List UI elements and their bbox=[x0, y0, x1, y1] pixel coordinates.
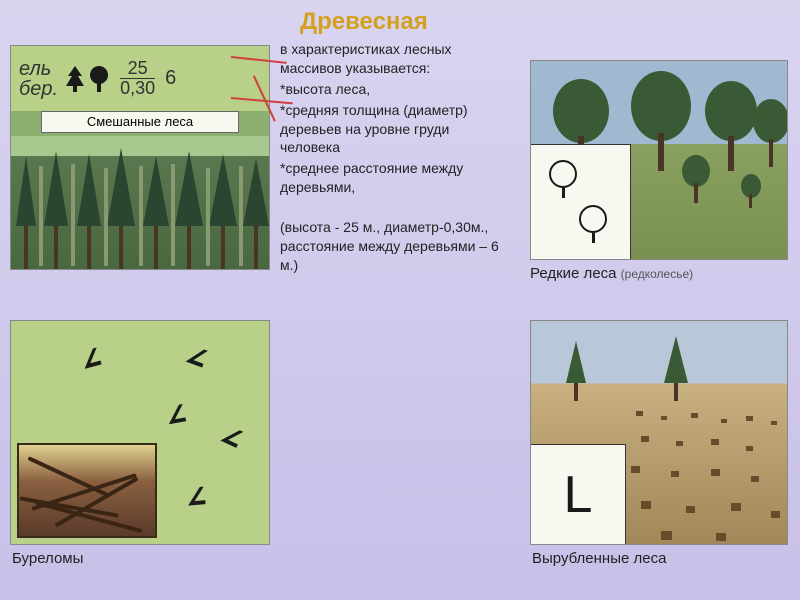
panel-cut-forest: L bbox=[530, 320, 788, 545]
species-bottom: бер. bbox=[19, 79, 58, 99]
forest-spacing: 6 bbox=[165, 67, 176, 90]
page-title: Древесная bbox=[300, 8, 428, 36]
sparse-caption-sub: (редколесье) bbox=[621, 267, 693, 281]
species-labels: ель бер. bbox=[19, 59, 58, 99]
panel-windfall: ∠ ∠ ∠ ∠ ∠ bbox=[10, 320, 270, 545]
species-top: ель bbox=[19, 59, 58, 79]
description-text: в характеристиках лесных массивов указыв… bbox=[280, 40, 510, 277]
height-diameter-fraction: 25 0,30 bbox=[120, 59, 155, 98]
cut-forest-label: Вырубленные леса bbox=[532, 550, 666, 567]
desc-example: (высота - 25 м., диаметр-0,30м., расстоя… bbox=[280, 218, 510, 275]
deciduous-icon bbox=[88, 64, 110, 94]
panel-mixed-forest: ель бер. 25 0,30 6 Смешанные леса bbox=[10, 45, 270, 270]
desc-spacing: *среднее расстояние между деревьями, bbox=[280, 159, 510, 197]
sparse-forest-label: Редкие леса (редколесье) bbox=[530, 265, 693, 282]
sparse-circle-2 bbox=[579, 205, 607, 233]
windfall-label: Буреломы bbox=[12, 550, 83, 567]
desc-diameter: *средняя толщина (диаметр) деревьев на у… bbox=[280, 101, 510, 158]
tree-symbols bbox=[64, 64, 110, 94]
mixed-forest-caption: Смешанные леса bbox=[41, 111, 239, 133]
conifer-icon bbox=[64, 64, 86, 94]
angle-mark-1: ∠ bbox=[77, 341, 106, 379]
sparse-stem-1 bbox=[562, 188, 565, 198]
cut-L-symbol: L bbox=[564, 465, 593, 525]
forest-height: 25 bbox=[128, 59, 148, 78]
forest-diameter: 0,30 bbox=[120, 79, 155, 98]
sparse-stem-2 bbox=[592, 233, 595, 243]
sparse-symbol-box bbox=[531, 144, 631, 259]
angle-mark-2: ∠ bbox=[181, 339, 212, 378]
cut-symbol-box: L bbox=[531, 444, 626, 544]
angle-mark-4: ∠ bbox=[215, 418, 248, 457]
windfall-inset bbox=[17, 443, 157, 538]
desc-intro: в характеристиках лесных массивов указыв… bbox=[280, 40, 510, 78]
angle-mark-5: ∠ bbox=[185, 480, 208, 516]
sparse-caption: Редкие леса bbox=[530, 265, 617, 282]
desc-height: *высота леса, bbox=[280, 80, 510, 99]
angle-mark-3: ∠ bbox=[163, 397, 189, 434]
sparse-circle-1 bbox=[549, 160, 577, 188]
mixed-forest-scene bbox=[11, 136, 269, 269]
panel-sparse-forest bbox=[530, 60, 788, 260]
